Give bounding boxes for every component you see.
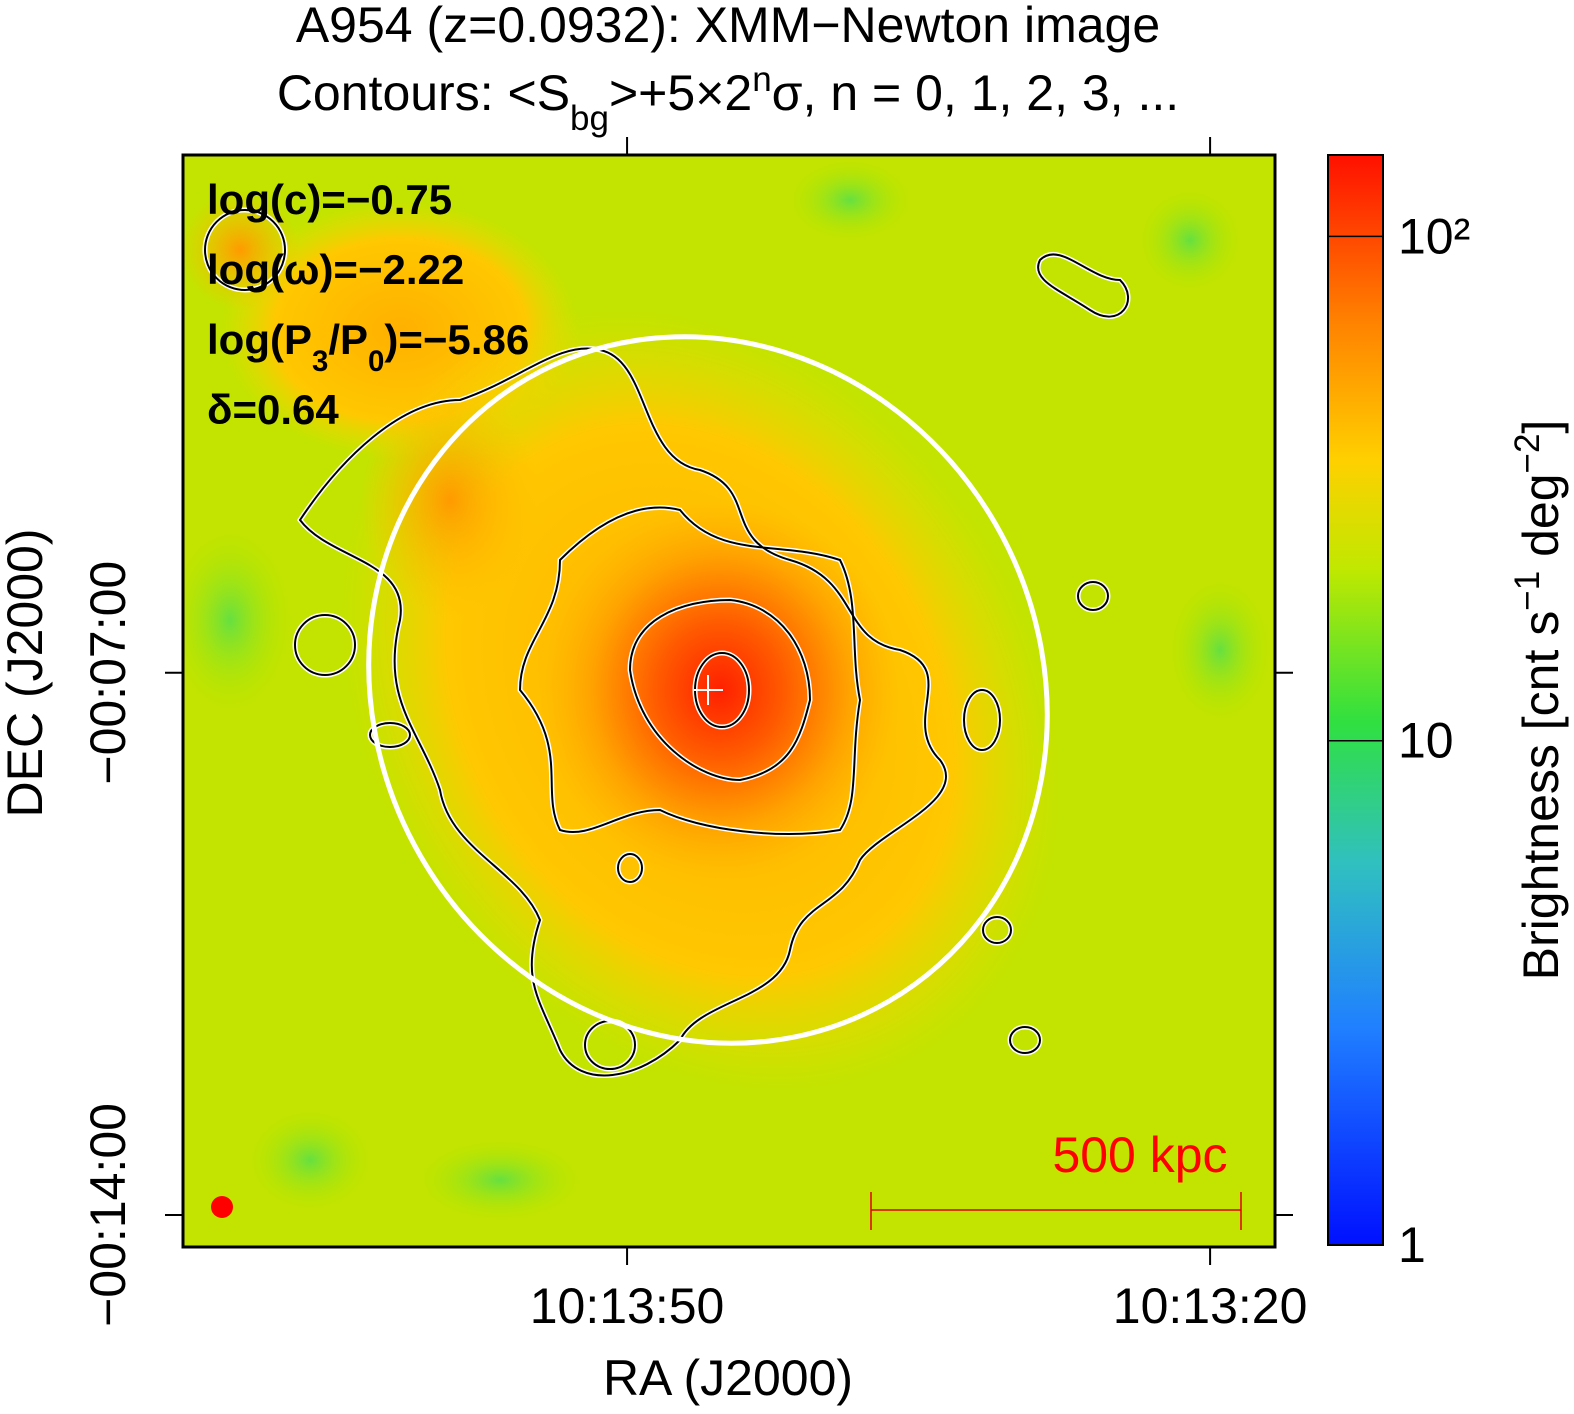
center-cross	[693, 675, 723, 705]
text-part: n	[752, 60, 771, 99]
text-part: bg	[570, 99, 609, 138]
y-axis-title: DEC (J2000)	[0, 529, 53, 818]
colorbar-title: Brightness [cnt s−1 deg−2]	[1508, 420, 1570, 981]
text-part: Brightness [cnt s	[1513, 611, 1569, 981]
fit-ellipse	[366, 334, 1050, 1046]
parameter: log(P3/P0)=−5.86	[207, 316, 529, 378]
text-part: ]	[1513, 420, 1569, 434]
y-tick-label: −00:14:00	[80, 1103, 136, 1327]
text-part: 0	[368, 345, 384, 378]
text-part: )=−5.86	[384, 316, 529, 363]
text-part: −1	[1508, 571, 1547, 611]
scale-bar-label: 500 kpc	[1052, 1127, 1227, 1183]
parameter: log(ω)=−2.22	[207, 246, 464, 293]
parameter: log(c)=−0.75	[207, 176, 452, 223]
chart-subtitle: Contours: <Sbg>+5×2nσ, n = 0, 1, 2, 3, .…	[277, 60, 1179, 138]
parameter: δ=0.64	[207, 386, 339, 433]
chart-title: A954 (z=0.0932): XMM−Newton image	[296, 0, 1160, 53]
y-tick-label: −00:07:00	[80, 561, 136, 785]
colorbar-tick-label: 10²	[1398, 208, 1470, 264]
text-part: σ, n = 0, 1, 2, 3, ...	[772, 65, 1179, 121]
text-part: Contours: <S	[277, 65, 570, 121]
x-tick-label: 10:13:20	[1113, 1278, 1308, 1334]
text-part: −2	[1508, 434, 1547, 474]
colorbar-tick-label: 10	[1398, 713, 1454, 769]
text-part: /P	[328, 316, 368, 363]
x-axis-title: RA (J2000)	[603, 1350, 853, 1406]
colorbar	[1327, 154, 1384, 1246]
scale-bar	[870, 1192, 1242, 1230]
colorbar-tick-label: 1	[1398, 1217, 1426, 1273]
text-part: log(c)=−0.75	[207, 176, 452, 223]
beam	[211, 1196, 233, 1218]
text-part: δ=0.64	[207, 386, 339, 433]
text-part: log(P	[207, 316, 312, 363]
text-part: deg	[1513, 473, 1569, 570]
plot-frame	[181, 153, 1277, 1249]
text-part: >+5×2	[609, 65, 752, 121]
xray-image	[183, 155, 1275, 1247]
parameters: log(c)=−0.75 log(ω)=−2.22 log(P3/P0)=−5.86…	[207, 176, 529, 433]
text-part: log(ω)=−2.22	[207, 246, 464, 293]
text-part: 3	[312, 345, 328, 378]
x-tick-label: 10:13:50	[530, 1278, 725, 1334]
